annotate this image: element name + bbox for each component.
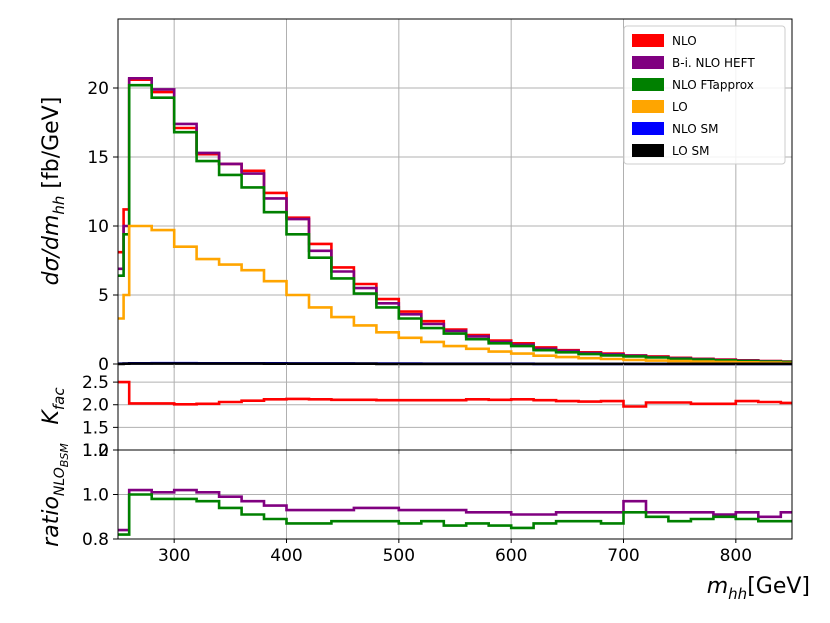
legend-swatch-nlo-sm [632,122,664,135]
main-y-ticks: 0 5 10 15 20 [87,79,737,375]
ratio-y-tick-label: 0.8 [82,530,109,550]
ratio-series [118,488,792,536]
ratio-y-ticks: 0.81.01.2 [82,441,737,550]
legend-entries: NLO B-i. NLO HEFT NLO FTapprox LO NLO SM LO S… [632,34,755,158]
x-tick-label-300: 300 [158,546,190,566]
legend-label-nlo-sm: NLO SM [672,122,718,136]
main-series-nlo-ftapprox [118,83,792,364]
ratio-y-axis-title: ratioNLOBSM [39,443,71,547]
main-y-tick-label: 20 [87,79,109,99]
legend-swatch-nlo-ftapprox [632,78,664,91]
ratio-y-tick-label: 1.0 [82,486,109,506]
legend-swatch-nlo [632,34,664,47]
legend-box [623,25,786,165]
legend-swatch-b-i-nlo-heft [632,56,664,69]
x-tick-label-700: 700 [607,546,639,566]
x-tick-label-800: 800 [720,546,752,566]
main-y-tick-label: 0 [98,355,109,375]
ratio-series-nlo-ftapprox [118,493,792,536]
ratio-y-tick-label: 1.2 [82,441,109,461]
kfac-y-tick-label: 1.0 [82,441,109,461]
kfac-series-k-fac [118,380,792,408]
x-axis-title: mhh[GeV] [707,574,810,603]
legend-label-lo-sm: LO SM [672,144,710,158]
main-y-tick-label: 10 [87,217,109,237]
x-tick-label-600: 600 [495,546,527,566]
ratio-series-b-i-nlo-heft [118,488,792,532]
main-series-lo [118,224,792,365]
legend-swatch-lo-sm [632,144,664,157]
main-y-tick-label: 15 [87,148,109,168]
legend-swatch-lo [632,100,664,113]
legend-label-b-i-nlo-heft: B-i. NLO HEFT [672,56,755,70]
x-axis-ticks: 300 400 500 600 700 800 [158,546,752,566]
main-y-tick-label: 5 [98,286,109,306]
kfac-series [118,380,792,408]
kfac-y-tick-label: 2.5 [82,373,109,393]
x-tick-label-400: 400 [270,546,302,566]
legend-label-nlo: NLO [672,34,697,48]
legend: NLO B-i. NLO HEFT NLO FTapprox LO NLO SM LO S… [623,25,786,165]
ratio-panel: 0.81.01.2 ratioNLOBSM [39,441,793,550]
main-y-axis-title: dσ/dmhh [fb/GeV] [39,97,68,286]
kfac-y-tick-label: 1.5 [82,418,109,438]
kfac-y-ticks: 1.0 1.52.0 2.5 [82,373,737,461]
kfac-y-axis-title: Kfac [39,387,68,425]
legend-label-nlo-ftapprox: NLO FTapprox [672,78,754,92]
legend-label-lo: LO [672,100,688,114]
kfac-y-tick-label: 2.0 [82,396,109,416]
x-tick-label-500: 500 [383,546,415,566]
